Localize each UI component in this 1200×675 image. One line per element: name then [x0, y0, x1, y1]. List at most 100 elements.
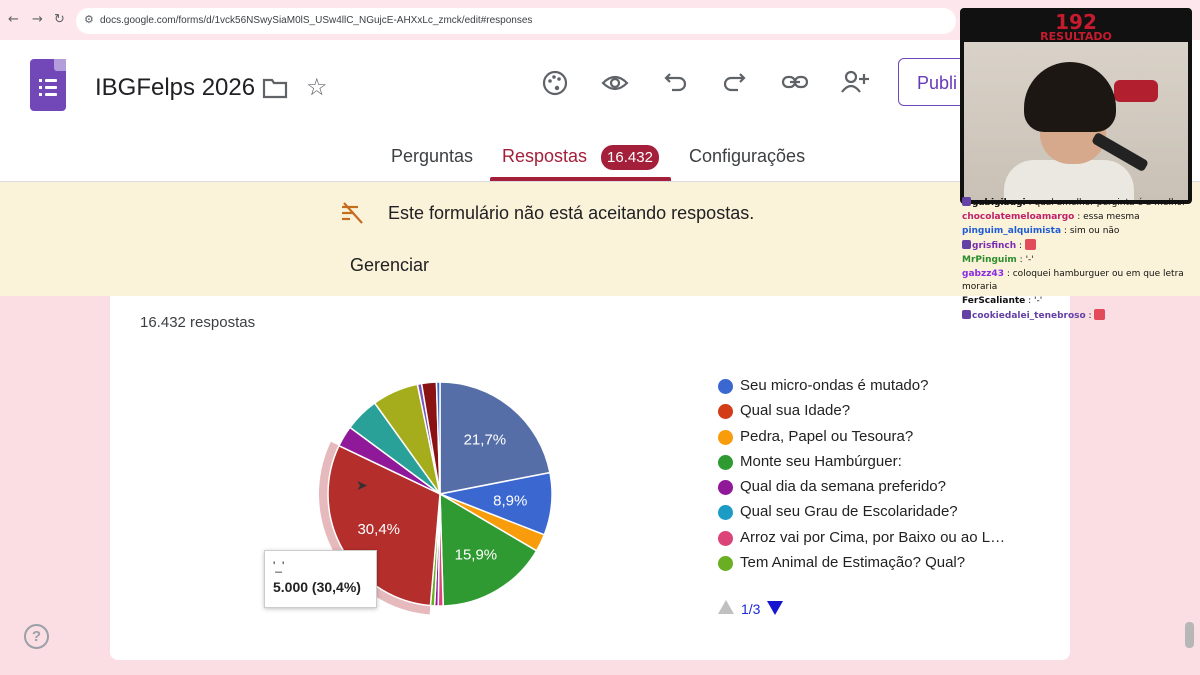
chat-message: grisfinch :	[962, 238, 1198, 254]
tooltip-value: 5.000 (30,4%)	[273, 579, 361, 595]
legend-swatch	[718, 530, 733, 546]
chat-text: '-'	[1034, 296, 1043, 307]
legend-item[interactable]: Qual dia da semana preferido?	[718, 477, 1028, 502]
chat-text: essa mesma	[1083, 211, 1140, 222]
legend-label: Qual dia da semana preferido?	[740, 478, 946, 496]
pie-slice-label: 21,7%	[464, 432, 507, 449]
webcam-overlay: 192 RESULTADO	[960, 8, 1192, 204]
chat-badge-icon	[962, 197, 971, 206]
link-icon[interactable]	[781, 70, 809, 98]
legend-label: Monte seu Hambúrguer:	[740, 452, 902, 470]
undo-icon[interactable]	[664, 70, 688, 98]
tab-configuracoes[interactable]: Configurações	[689, 146, 806, 166]
chat-badge-icon	[962, 310, 971, 320]
chat-username[interactable]: gabigibagi	[972, 198, 1026, 208]
pie-slice-label: 30,4%	[357, 521, 400, 538]
address-bar[interactable]: ⚙ docs.google.com/forms/d/1vck56NSwySiaM…	[76, 8, 956, 34]
tab-perguntas[interactable]: Perguntas	[391, 146, 474, 166]
chat-message: gabigibagi : qual amelhor perginta é a m…	[962, 197, 1198, 211]
question-summary-card: 16.432 respostas 21,7% 8,9% 15,9% 30,4% ➤ '…	[110, 296, 1070, 660]
palette-icon[interactable]	[542, 70, 568, 100]
chat-message: FerScaliante : '-'	[962, 296, 1043, 307]
manage-button[interactable]: Gerenciar	[350, 255, 430, 275]
legend-label: Pedra, Papel ou Tesoura?	[740, 427, 914, 445]
pie-chart[interactable]: 21,7% 8,9% 15,9% 30,4%	[310, 364, 570, 624]
chat-text: '-'	[1025, 254, 1034, 265]
legend-swatch	[718, 556, 733, 572]
chat-message: MrPinguim : '-'	[962, 254, 1034, 265]
scrollbar-thumb[interactable]	[1185, 622, 1194, 648]
chart-tooltip: '_' 5.000 (30,4%)	[264, 550, 377, 608]
pie-slice-label: 8,9%	[493, 492, 527, 509]
legend-item[interactable]: Monte seu Hambúrguer:	[718, 452, 1028, 477]
redo-icon[interactable]	[722, 70, 746, 98]
stream-counter-label: RESULTADO	[1040, 30, 1112, 43]
webcam-image	[964, 42, 1188, 200]
pie-slice[interactable]	[435, 381, 441, 495]
response-count: 16.432 respostas	[140, 314, 256, 331]
chat-username[interactable]: MrPinguim	[962, 254, 1017, 265]
chat-emote-icon	[1094, 309, 1106, 321]
pie-slice[interactable]	[439, 381, 551, 495]
chat-username[interactable]: pinguim_alquimista	[962, 225, 1062, 236]
legend-item[interactable]: Qual seu Grau de Escolaridade?	[718, 502, 1028, 527]
chat-text: coloquei hamburguer ou em que letra mora…	[962, 268, 1184, 293]
forms-logo-icon[interactable]	[30, 59, 66, 111]
chat-username[interactable]: grisfinch	[972, 240, 1017, 251]
legend-item[interactable]: Seu micro-ondas é mutado?	[718, 376, 1028, 401]
legend-swatch	[718, 480, 733, 496]
chat-text: qual amelhor perginta é a melhor	[1034, 198, 1186, 208]
pager-up-icon[interactable]	[718, 600, 734, 614]
legend-swatch	[718, 429, 733, 445]
legend-label: Qual seu Grau de Escolaridade?	[740, 503, 958, 521]
reload-icon[interactable]: ↻	[54, 12, 65, 27]
active-tab-indicator	[490, 177, 671, 181]
tooltip-title: '_'	[273, 559, 285, 573]
pie-slice-highlight	[319, 441, 431, 615]
legend-item[interactable]: Qual sua Idade?	[718, 401, 1028, 426]
site-info-icon[interactable]: ⚙	[84, 13, 94, 26]
chat-message: pinguim_alquimista : sim ou não	[962, 225, 1120, 236]
chat-badge-icon	[962, 239, 971, 249]
help-icon[interactable]: ?	[24, 624, 49, 649]
legend-label: Arroz vai por Cima, por Baixo ou ao L…	[740, 528, 1006, 546]
url-text[interactable]: docs.google.com/forms/d/1vck56NSwySiaM0l…	[100, 15, 533, 26]
preview-eye-icon[interactable]	[601, 70, 629, 100]
legend-item[interactable]: Arroz vai por Cima, por Baixo ou ao L…	[718, 528, 1028, 553]
tab-respostas[interactable]: Respostas	[502, 146, 588, 166]
chat-message: chocolatemeloamargo : essa mesma	[962, 211, 1140, 222]
back-icon[interactable]: ←	[8, 12, 19, 27]
chat-username[interactable]: FerScaliante	[962, 296, 1026, 307]
pager-down-icon[interactable]	[767, 601, 783, 615]
legend-swatch	[718, 404, 733, 420]
pie-slice-label: 15,9%	[455, 547, 498, 564]
responses-off-icon	[340, 202, 366, 230]
legend-label: Seu micro-ondas é mutado?	[740, 377, 929, 394]
star-icon[interactable]: ☆	[306, 73, 328, 101]
add-collaborator-icon[interactable]	[840, 70, 870, 98]
chat-message: cookiedalei_tenebroso :	[962, 309, 1198, 324]
legend-swatch	[718, 454, 733, 470]
chat-username[interactable]: cookiedalei_tenebroso	[972, 311, 1086, 322]
forward-icon[interactable]: →	[32, 12, 43, 27]
legend-swatch	[718, 505, 733, 521]
legend-label: Tem Animal de Estimação? Qual?	[740, 554, 966, 572]
chat-text: sim ou não	[1069, 225, 1120, 236]
pager-text: 1/3	[741, 601, 761, 617]
chat-username[interactable]: gabzz43	[962, 268, 1004, 279]
chat-username[interactable]: chocolatemeloamargo	[962, 211, 1075, 222]
form-title[interactable]: IBGFelps 2026	[95, 74, 256, 101]
stream-counter: 192	[1055, 10, 1097, 34]
folder-icon[interactable]	[262, 77, 288, 103]
mouse-cursor-icon: ➤	[356, 478, 368, 494]
legend-swatch	[718, 379, 733, 394]
chat-emote-icon	[1024, 238, 1036, 250]
banner-message: Este formulário não está aceitando respo…	[388, 203, 755, 223]
chart-legend: Seu micro-ondas é mutado? Qual sua Idade?…	[718, 376, 1028, 578]
legend-label: Qual sua Idade?	[740, 402, 851, 420]
legend-item[interactable]: Pedra, Papel ou Tesoura?	[718, 427, 1028, 452]
responses-count-badge: 16.432	[601, 145, 659, 170]
legend-item[interactable]: Tem Animal de Estimação? Qual?	[718, 553, 1028, 578]
chat-message: gabzz43 : coloquei hamburguer ou em que …	[962, 268, 1184, 293]
pie-slice[interactable]	[439, 492, 538, 607]
